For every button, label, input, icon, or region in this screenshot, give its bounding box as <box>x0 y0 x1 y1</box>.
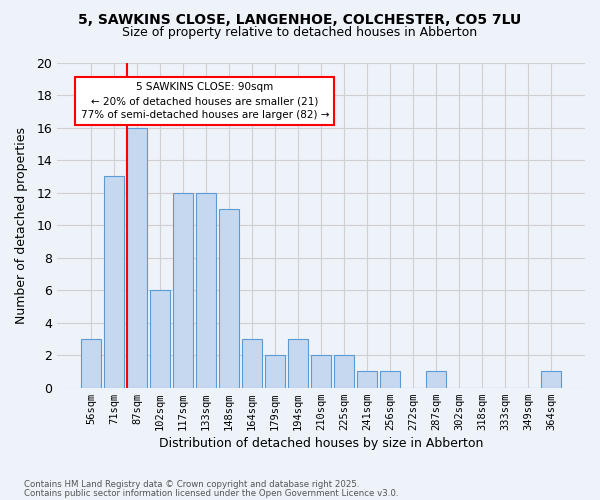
Bar <box>311 355 331 388</box>
Bar <box>219 209 239 388</box>
Text: Size of property relative to detached houses in Abberton: Size of property relative to detached ho… <box>122 26 478 39</box>
Bar <box>242 339 262 388</box>
Text: Contains public sector information licensed under the Open Government Licence v3: Contains public sector information licen… <box>24 488 398 498</box>
Text: 5, SAWKINS CLOSE, LANGENHOE, COLCHESTER, CO5 7LU: 5, SAWKINS CLOSE, LANGENHOE, COLCHESTER,… <box>79 12 521 26</box>
X-axis label: Distribution of detached houses by size in Abberton: Distribution of detached houses by size … <box>159 437 483 450</box>
Bar <box>104 176 124 388</box>
Bar <box>81 339 101 388</box>
Text: Contains HM Land Registry data © Crown copyright and database right 2025.: Contains HM Land Registry data © Crown c… <box>24 480 359 489</box>
Bar <box>288 339 308 388</box>
Bar <box>173 192 193 388</box>
Bar <box>196 192 216 388</box>
Bar <box>265 355 285 388</box>
Bar <box>427 372 446 388</box>
Bar <box>127 128 146 388</box>
Bar <box>357 372 377 388</box>
Bar <box>334 355 354 388</box>
Bar <box>150 290 170 388</box>
Bar <box>541 372 561 388</box>
Bar <box>380 372 400 388</box>
Y-axis label: Number of detached properties: Number of detached properties <box>15 126 28 324</box>
Text: 5 SAWKINS CLOSE: 90sqm
← 20% of detached houses are smaller (21)
77% of semi-det: 5 SAWKINS CLOSE: 90sqm ← 20% of detached… <box>80 82 329 120</box>
